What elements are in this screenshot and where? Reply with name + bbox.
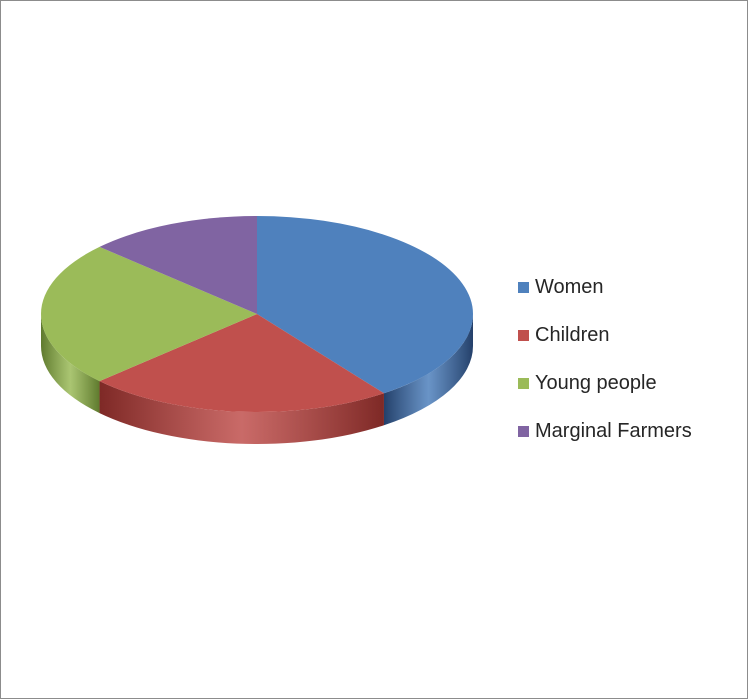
pie-side-young-people: [41, 314, 100, 414]
legend-item-children: Children: [518, 319, 692, 351]
pie-slice-children: [99, 314, 384, 412]
pie-slice-young-people: [40, 246, 257, 382]
pie-slice-marginal-farmers: [99, 216, 257, 314]
legend-label-young-people: Young people: [535, 371, 657, 394]
legend-swatch-women: [518, 281, 529, 293]
pie-side-women: [383, 314, 473, 426]
pie-top: [40, 216, 473, 412]
legend-item-women: Women: [518, 271, 692, 303]
legend-item-marginal-farmers: Marginal Farmers: [518, 415, 692, 447]
legend-label-children: Children: [535, 323, 610, 346]
legend-item-young-people: Young people: [518, 367, 692, 399]
legend-swatch-children: [518, 329, 529, 341]
pie-slice-women: [257, 216, 473, 394]
legend-swatch-marginal-farmers: [518, 425, 529, 437]
chart-legend: Women Children Young people Marginal Far…: [518, 271, 692, 463]
legend-label-marginal-farmers: Marginal Farmers: [535, 419, 692, 442]
legend-swatch-young-people: [518, 377, 529, 389]
legend-label-women: Women: [535, 275, 604, 298]
pie-side-children: [99, 381, 384, 444]
pie-side-walls: [41, 314, 473, 444]
